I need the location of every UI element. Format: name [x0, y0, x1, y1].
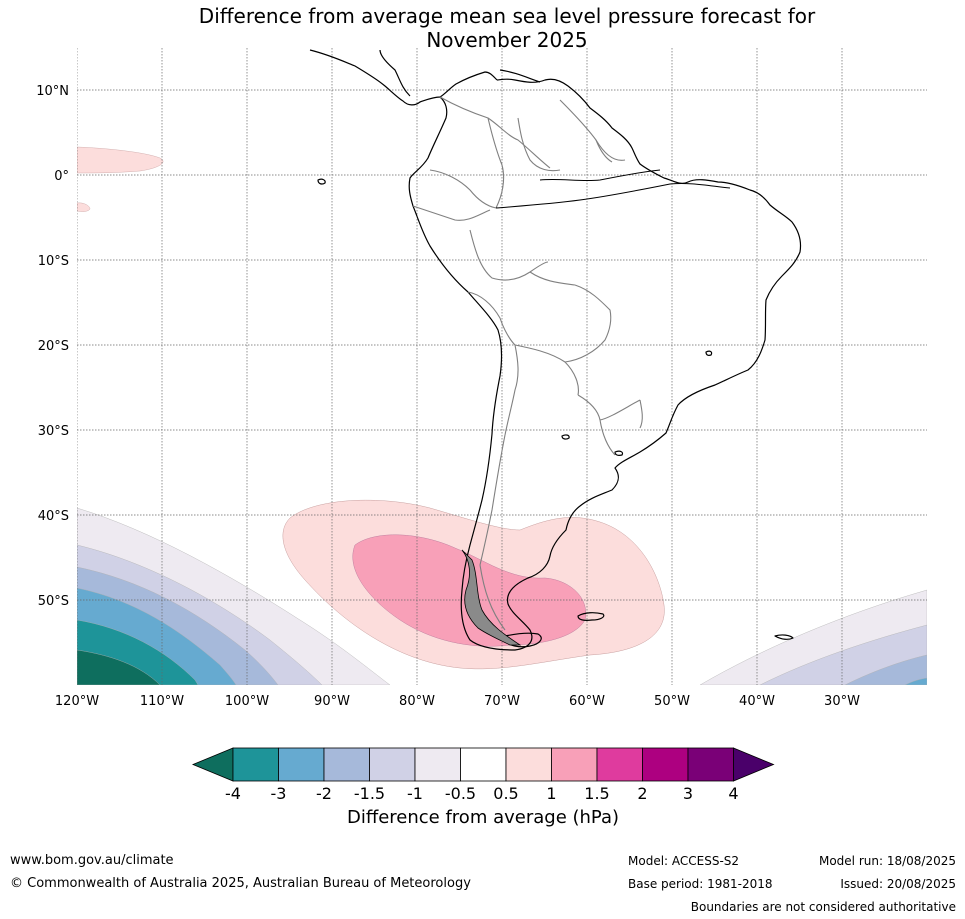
colorbar-tick-label: 0.5: [493, 784, 518, 803]
lat-label: 10°S: [38, 254, 69, 269]
footer-copyright: © Commonwealth of Australia 2025, Austra…: [10, 876, 471, 891]
lat-label: 40°S: [38, 509, 69, 524]
footer-base-period: Base period: 1981-2018: [628, 877, 773, 891]
lon-label: 110°W: [140, 694, 184, 709]
lon-label: 40°W: [739, 694, 775, 709]
colorbar-tick-label: 1: [546, 784, 556, 803]
lon-label: 50°W: [654, 694, 690, 709]
lon-label: 60°W: [569, 694, 605, 709]
lon-label: 100°W: [225, 694, 269, 709]
colorbar-tick-label: -1.5: [354, 784, 385, 803]
colorbar-extend-high: [733, 747, 775, 782]
colorbar-swatch: [596, 747, 643, 782]
lon-label: 120°W: [55, 694, 99, 709]
footer-model: Model: ACCESS-S2: [628, 854, 740, 868]
colorbar-swatch: [278, 747, 325, 782]
lat-label: 10°N: [36, 84, 69, 99]
country-borders: [412, 96, 643, 631]
coastlines: [309, 49, 802, 651]
gridlines: [77, 48, 927, 685]
colorbar-swatch: [505, 747, 552, 782]
colorbar-tick-label: 2: [637, 784, 647, 803]
lon-label: 30°W: [824, 694, 860, 709]
colorbar-swatch: [551, 747, 598, 782]
colorbar-tick-label: -2: [316, 784, 332, 803]
colorbar-swatch: [323, 747, 370, 782]
map-area: [77, 48, 927, 685]
title-line-1: Difference from average mean sea level p…: [198, 4, 816, 28]
colorbar: -4 -3 -2 -1.5 -1 -0.5 0.5 1 1.5 2 3 4: [191, 747, 775, 803]
colorbar-tick-label: 4: [728, 784, 738, 803]
colorbar-tick-label: 1.5: [584, 784, 609, 803]
colorbar-tick-label: -0.5: [445, 784, 476, 803]
colorbar-swatch: [414, 747, 461, 782]
lon-label: 90°W: [314, 694, 350, 709]
southwest-low-anomaly: [77, 507, 391, 685]
map-title: Difference from average mean sea level p…: [0, 4, 965, 52]
footer-url[interactable]: www.bom.gov.au/climate: [10, 853, 174, 868]
colorbar-swatch: [232, 747, 279, 782]
colorbar-title: Difference from average (hPa): [346, 807, 620, 828]
colorbar-tick-label: 3: [683, 784, 693, 803]
lon-label: 70°W: [484, 694, 520, 709]
chilean-fjords: [461, 549, 522, 646]
equatorial-high-anomaly: [77, 146, 164, 212]
colorbar-swatch: [687, 747, 734, 782]
rivers: [495, 169, 731, 209]
lat-label: 0°: [54, 169, 69, 184]
latitude-labels: 10°N 0° 10°S 20°S 30°S 40°S 50°S: [36, 84, 69, 609]
footer-disclaimer: Boundaries are not considered authoritat…: [690, 900, 956, 914]
colorbar-tick-label: -3: [271, 784, 287, 803]
footer-issued: Issued: 20/08/2025: [840, 877, 956, 891]
longitude-labels: 120°W 110°W 100°W 90°W 80°W 70°W 60°W 50…: [55, 694, 860, 709]
colorbar-swatch: [369, 747, 416, 782]
lat-label: 50°S: [38, 594, 69, 609]
colorbar-swatch: [642, 747, 689, 782]
colorbar-extend-low: [191, 747, 234, 782]
footer-model-run: Model run: 18/08/2025: [818, 854, 956, 868]
lon-label: 80°W: [399, 694, 435, 709]
colorbar-swatch: [460, 747, 507, 782]
lat-label: 30°S: [38, 424, 69, 439]
lat-label: 20°S: [38, 339, 69, 354]
colorbar-tick-label: -1: [407, 784, 423, 803]
colorbar-tick-label: -4: [225, 784, 241, 803]
